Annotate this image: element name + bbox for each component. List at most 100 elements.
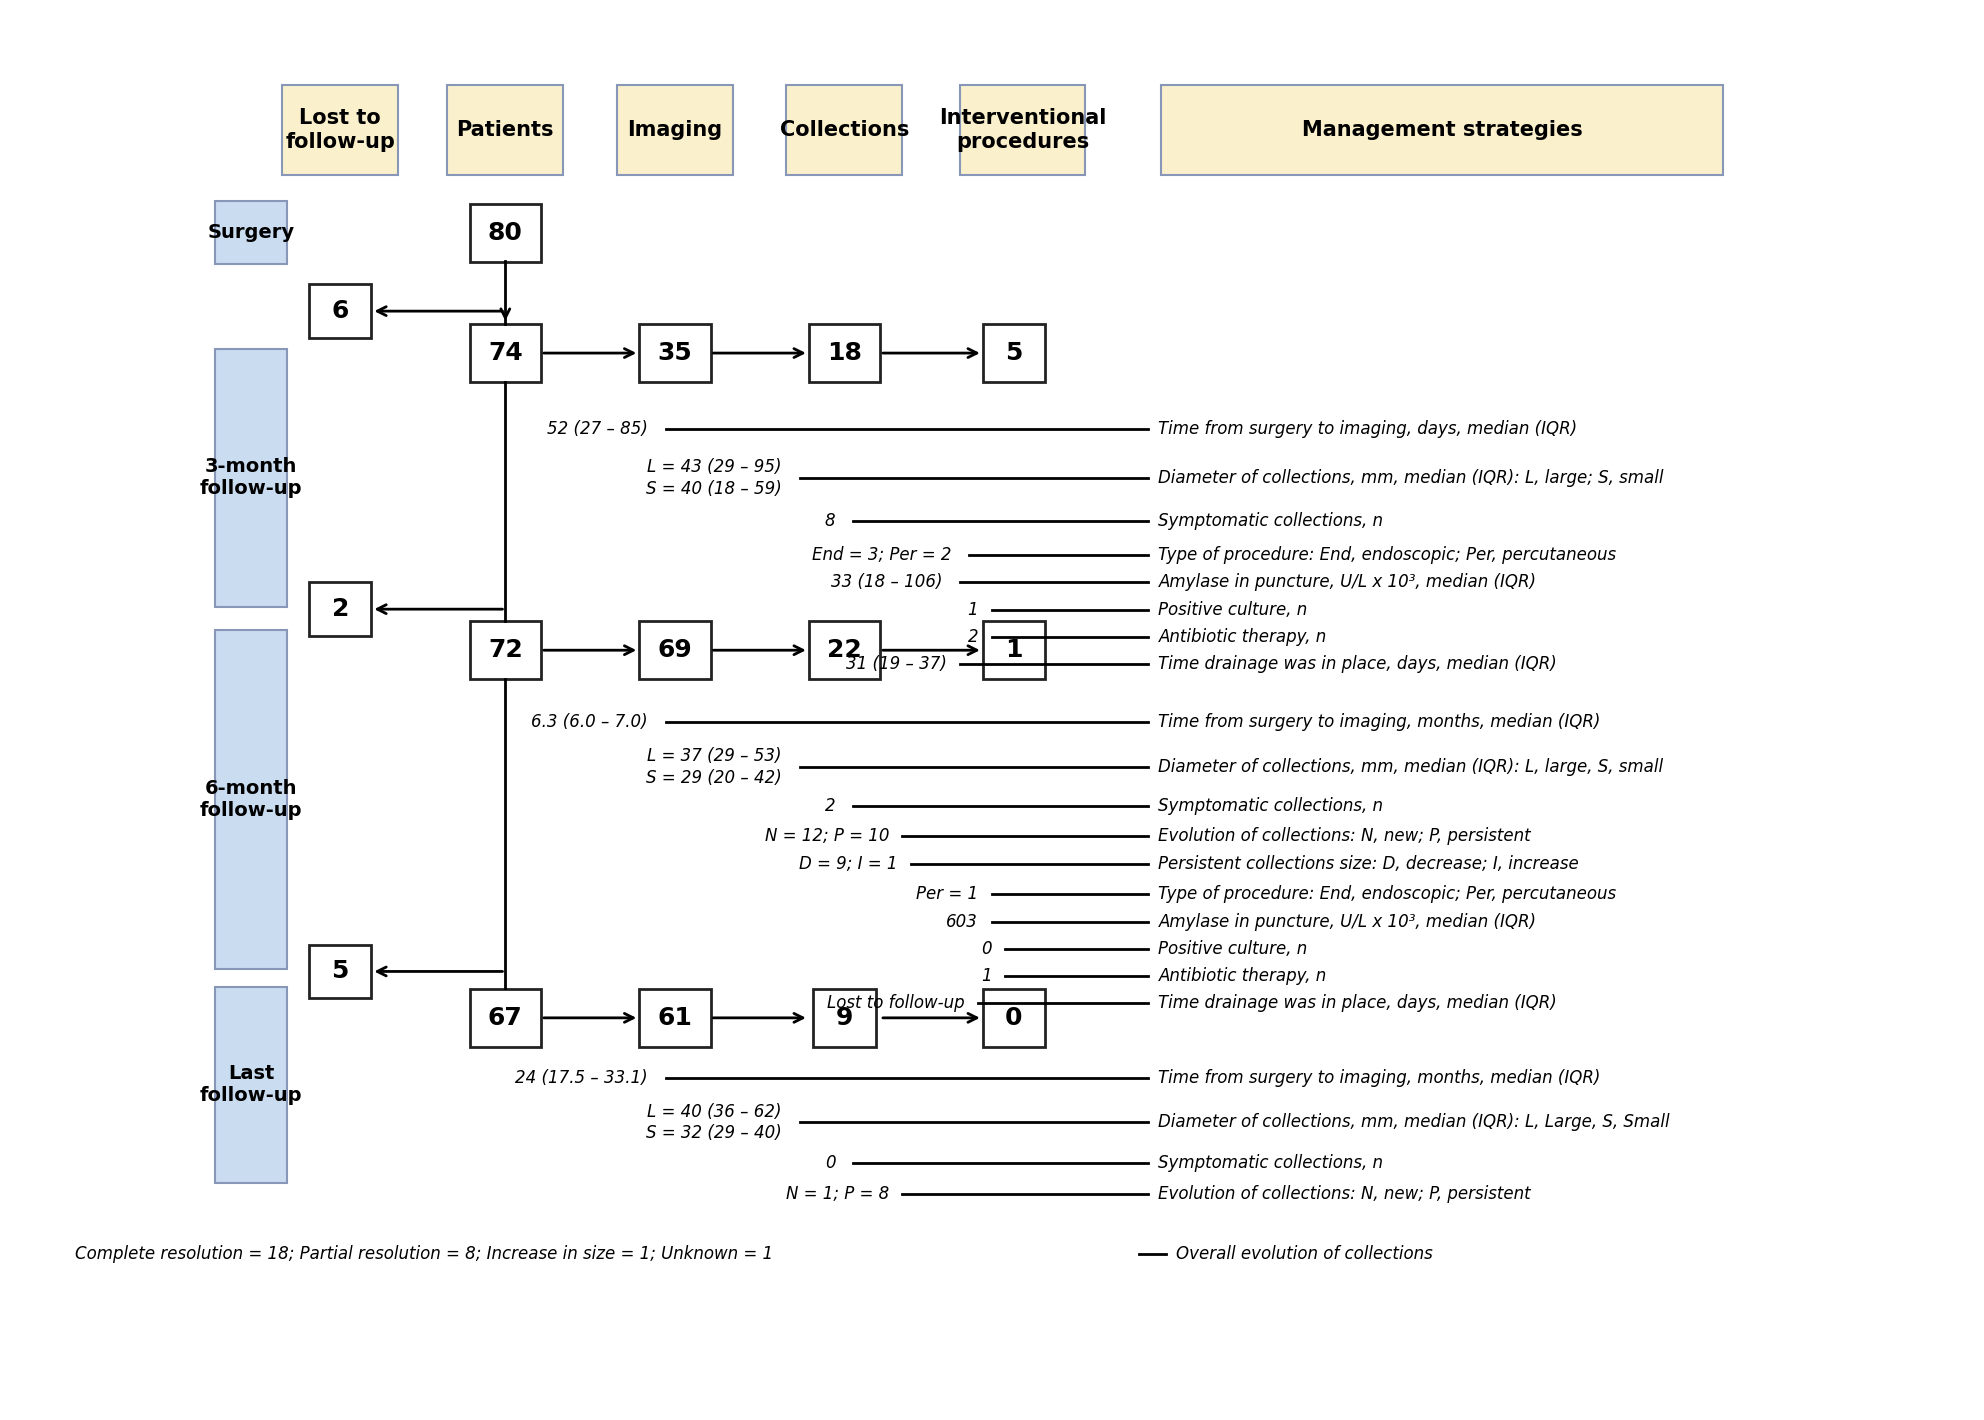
- Text: 603: 603: [946, 913, 978, 932]
- Text: Interventional
procedures: Interventional procedures: [938, 108, 1107, 152]
- Bar: [470, 203, 542, 261]
- Text: 67: 67: [488, 1005, 522, 1030]
- Text: Type of procedure: End, endoscopic; Per, percutaneous: Type of procedure: End, endoscopic; Per,…: [1159, 885, 1617, 903]
- Text: 5: 5: [1006, 341, 1022, 365]
- Text: L = 40 (36 – 62): L = 40 (36 – 62): [647, 1102, 782, 1120]
- Text: Symptomatic collections, n: Symptomatic collections, n: [1159, 798, 1383, 815]
- Text: 0: 0: [980, 940, 992, 959]
- Bar: [982, 621, 1046, 679]
- Bar: [470, 988, 542, 1047]
- Text: Amylase in puncture, U/L x 10³, median (IQR): Amylase in puncture, U/L x 10³, median (…: [1159, 913, 1536, 932]
- Text: Complete resolution = 18; Partial resolution = 8; Increase in size = 1; Unknown : Complete resolution = 18; Partial resolu…: [75, 1245, 774, 1264]
- Bar: [216, 202, 288, 264]
- Text: Lost to
follow-up: Lost to follow-up: [286, 108, 395, 152]
- Bar: [216, 348, 288, 608]
- Text: Overall evolution of collections: Overall evolution of collections: [1177, 1245, 1432, 1264]
- Text: Last
follow-up: Last follow-up: [200, 1064, 302, 1105]
- Bar: [982, 988, 1046, 1047]
- Text: Antibiotic therapy, n: Antibiotic therapy, n: [1159, 967, 1327, 985]
- Bar: [617, 85, 732, 175]
- Text: 33 (18 – 106): 33 (18 – 106): [831, 574, 942, 591]
- Text: 61: 61: [657, 1005, 692, 1030]
- Text: 1: 1: [980, 967, 992, 985]
- Text: Positive culture, n: Positive culture, n: [1159, 601, 1307, 619]
- Text: Time from surgery to imaging, months, median (IQR): Time from surgery to imaging, months, me…: [1159, 1069, 1601, 1086]
- Bar: [216, 987, 288, 1183]
- Bar: [960, 85, 1085, 175]
- Bar: [446, 85, 563, 175]
- Text: 22: 22: [827, 638, 861, 662]
- Bar: [813, 988, 875, 1047]
- Text: 1: 1: [1006, 638, 1022, 662]
- Text: N = 12; P = 10: N = 12; P = 10: [764, 826, 889, 845]
- Bar: [310, 284, 371, 338]
- Bar: [470, 324, 542, 382]
- Text: L = 37 (29 – 53): L = 37 (29 – 53): [647, 747, 782, 765]
- Text: 5: 5: [331, 960, 349, 984]
- Text: Time drainage was in place, days, median (IQR): Time drainage was in place, days, median…: [1159, 655, 1557, 673]
- Text: 2: 2: [825, 798, 835, 815]
- Text: Diameter of collections, mm, median (IQR): L, Large, S, Small: Diameter of collections, mm, median (IQR…: [1159, 1113, 1671, 1132]
- Bar: [1161, 85, 1724, 175]
- Text: S = 32 (29 – 40): S = 32 (29 – 40): [647, 1125, 782, 1142]
- Text: 6.3 (6.0 – 7.0): 6.3 (6.0 – 7.0): [532, 713, 649, 731]
- Bar: [639, 621, 710, 679]
- Bar: [982, 324, 1046, 382]
- Text: D = 9; I = 1: D = 9; I = 1: [800, 855, 899, 873]
- Text: 6-month
follow-up: 6-month follow-up: [200, 778, 302, 819]
- Text: 18: 18: [827, 341, 861, 365]
- Text: N = 1; P = 8: N = 1; P = 8: [786, 1184, 889, 1203]
- Text: 6: 6: [331, 300, 349, 324]
- Text: 0: 0: [825, 1154, 835, 1173]
- Text: 3-month
follow-up: 3-month follow-up: [200, 457, 302, 498]
- Text: 72: 72: [488, 638, 522, 662]
- Text: Diameter of collections, mm, median (IQR): L, large, S, small: Diameter of collections, mm, median (IQR…: [1159, 758, 1665, 777]
- Text: Type of procedure: End, endoscopic; Per, percutaneous: Type of procedure: End, endoscopic; Per,…: [1159, 545, 1617, 564]
- Text: Symptomatic collections, n: Symptomatic collections, n: [1159, 511, 1383, 530]
- Bar: [310, 582, 371, 636]
- Text: Positive culture, n: Positive culture, n: [1159, 940, 1307, 959]
- Bar: [639, 988, 710, 1047]
- Bar: [786, 85, 903, 175]
- Bar: [809, 324, 881, 382]
- Text: 35: 35: [657, 341, 692, 365]
- Text: 0: 0: [1006, 1005, 1022, 1030]
- Text: 2: 2: [968, 628, 978, 646]
- Text: 69: 69: [657, 638, 692, 662]
- Bar: [282, 85, 399, 175]
- Text: Evolution of collections: N, new; P, persistent: Evolution of collections: N, new; P, per…: [1159, 826, 1532, 845]
- Text: Management strategies: Management strategies: [1302, 119, 1583, 141]
- Bar: [310, 944, 371, 998]
- Text: 2: 2: [331, 598, 349, 621]
- Text: Imaging: Imaging: [627, 119, 722, 141]
- Bar: [639, 324, 710, 382]
- Text: 80: 80: [488, 220, 522, 244]
- Text: 8: 8: [825, 511, 835, 530]
- Text: Collections: Collections: [780, 119, 909, 141]
- Text: S = 40 (18 – 59): S = 40 (18 – 59): [647, 480, 782, 497]
- Text: 52 (27 – 85): 52 (27 – 85): [548, 420, 649, 437]
- Text: Amylase in puncture, U/L x 10³, median (IQR): Amylase in puncture, U/L x 10³, median (…: [1159, 574, 1536, 591]
- Text: Persistent collections size: D, decrease; I, increase: Persistent collections size: D, decrease…: [1159, 855, 1579, 873]
- Text: Per = 1: Per = 1: [917, 885, 978, 903]
- Text: Patients: Patients: [456, 119, 554, 141]
- Text: End = 3; Per = 2: End = 3; Per = 2: [811, 545, 952, 564]
- Text: 31 (19 – 37): 31 (19 – 37): [845, 655, 946, 673]
- Text: Time from surgery to imaging, days, median (IQR): Time from surgery to imaging, days, medi…: [1159, 420, 1577, 437]
- Text: Antibiotic therapy, n: Antibiotic therapy, n: [1159, 628, 1327, 646]
- Text: Surgery: Surgery: [208, 223, 294, 241]
- Bar: [216, 629, 288, 968]
- Text: Diameter of collections, mm, median (IQR): L, large; S, small: Diameter of collections, mm, median (IQR…: [1159, 469, 1665, 487]
- Text: Evolution of collections: N, new; P, persistent: Evolution of collections: N, new; P, per…: [1159, 1184, 1532, 1203]
- Text: Time from surgery to imaging, months, median (IQR): Time from surgery to imaging, months, me…: [1159, 713, 1601, 731]
- Text: 24 (17.5 – 33.1): 24 (17.5 – 33.1): [516, 1069, 649, 1086]
- Text: Symptomatic collections, n: Symptomatic collections, n: [1159, 1154, 1383, 1173]
- Bar: [470, 621, 542, 679]
- Text: L = 43 (29 – 95): L = 43 (29 – 95): [647, 459, 782, 476]
- Text: Lost to follow-up: Lost to follow-up: [827, 994, 964, 1011]
- Text: 9: 9: [835, 1005, 853, 1030]
- Text: S = 29 (20 – 42): S = 29 (20 – 42): [647, 768, 782, 787]
- Text: 74: 74: [488, 341, 522, 365]
- Text: Time drainage was in place, days, median (IQR): Time drainage was in place, days, median…: [1159, 994, 1557, 1011]
- Text: 1: 1: [968, 601, 978, 619]
